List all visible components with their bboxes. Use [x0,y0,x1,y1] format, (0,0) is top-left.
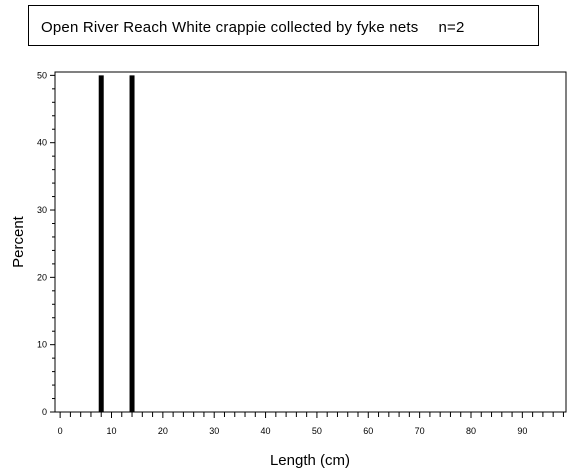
chart-title-box: Open River Reach White crappie collected… [28,5,539,46]
y-tick-label: 0 [42,407,47,417]
y-tick-label: 50 [37,70,47,80]
y-tick-label: 20 [37,272,47,282]
plot-area: 0 10 20 30 40 50 0 10 20 30 40 50 60 70 80 90 Length (cm… [10,70,567,469]
x-tick-label: 30 [209,426,219,436]
y-tick-label: 10 [37,340,47,350]
x-tick-label: 40 [261,426,271,436]
y-axis-label: Percent [10,215,27,268]
x-axis-label: Length (cm) [270,452,350,469]
chart-title-text: Open River Reach White crappie collected… [41,19,419,36]
x-tick-label: 10 [106,426,116,436]
plot-frame [54,71,567,413]
y-tick-label: 30 [37,205,47,215]
x-tick-label: 70 [415,426,425,436]
x-tick-label: 80 [466,426,476,436]
sample-size-label: n=2 [438,19,465,36]
x-tick-label: 60 [363,426,373,436]
y-tick-label: 40 [37,138,47,148]
x-tick-label: 0 [58,426,63,436]
chart-title: Open River Reach White crappie collected… [41,19,465,36]
x-tick-label: 50 [312,426,322,436]
histogram-bar [98,75,104,412]
x-tick-label: 90 [517,426,527,436]
histogram-bar [129,75,135,412]
x-tick-label: 20 [158,426,168,436]
